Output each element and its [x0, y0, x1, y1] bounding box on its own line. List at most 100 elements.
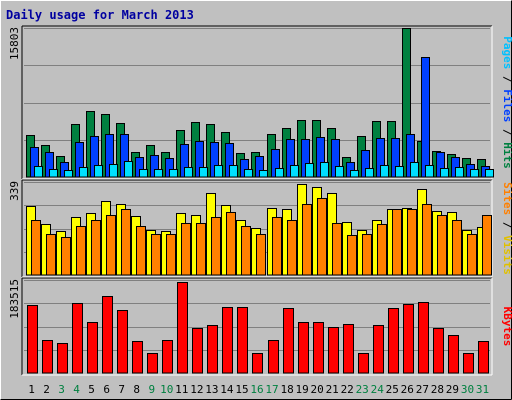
- bar-pages-day-3: [64, 170, 73, 178]
- bar-sites-day-15: [241, 226, 251, 276]
- hits-panel: 15803: [8, 25, 494, 180]
- x-tick-label: 28: [431, 383, 444, 396]
- x-tick-label: 15: [235, 383, 248, 396]
- bar-pages-day-22: [350, 170, 359, 178]
- bar-sites-day-3: [61, 237, 71, 276]
- bar-kbytes-day-26: [403, 304, 414, 374]
- bar-sites-day-10: [166, 234, 176, 276]
- bar-kbytes-day-27: [418, 302, 429, 374]
- bar-sites-day-12: [196, 223, 206, 276]
- bar-kbytes-day-3: [57, 343, 68, 374]
- bar-pages-day-9: [154, 169, 163, 178]
- x-tick-label: 17: [265, 383, 278, 396]
- bar-kbytes-day-20: [313, 322, 324, 374]
- bar-kbytes-day-22: [343, 324, 354, 374]
- right-label-part-2: Visits: [501, 235, 512, 275]
- x-tick-label: 16: [250, 383, 263, 396]
- bar-kbytes-day-18: [283, 308, 294, 374]
- bar-kbytes-day-4: [72, 303, 83, 374]
- x-tick-label: 25: [386, 383, 399, 396]
- bar-pages-day-21: [335, 166, 344, 178]
- x-tick-label: 21: [326, 383, 339, 396]
- x-tick-label: 10: [160, 383, 173, 396]
- bar-files-day-27: [421, 57, 430, 178]
- bar-kbytes-day-19: [298, 322, 309, 374]
- right-label-part-1: /: [501, 69, 512, 89]
- x-axis-labels: 1 2 3 4 5 6 7 8 9 10 11 12 13 14 15 16 17 18 19 20 21 22 23 24 2…: [28, 383, 489, 396]
- bar-pages-day-11: [184, 167, 193, 178]
- x-tick-label: 6: [103, 383, 110, 396]
- x-tick-label: 7: [118, 383, 125, 396]
- y-axis-max-label: 183515: [8, 279, 21, 319]
- x-tick-label: 3: [58, 383, 65, 396]
- bar-kbytes-day-11: [177, 282, 188, 374]
- bar-pages-day-24: [380, 165, 389, 178]
- right-label-visits: Sites / Visits: [501, 182, 512, 275]
- x-tick-label: 24: [371, 383, 385, 396]
- x-tick-label: 1: [28, 383, 35, 396]
- right-label-hits: Pages / Files / Hits: [501, 36, 512, 169]
- bar-pages-day-18: [290, 165, 299, 178]
- right-label-part-2: Files: [501, 89, 512, 122]
- bar-kbytes-day-21: [328, 327, 339, 374]
- bar-sites-day-30: [467, 234, 477, 276]
- x-tick-label: 14: [220, 383, 234, 396]
- right-label-part-0: Sites: [501, 182, 512, 215]
- x-tick-label: 2: [43, 383, 50, 396]
- bar-kbytes-day-24: [373, 325, 384, 374]
- bar-kbytes-day-7: [117, 310, 128, 374]
- bar-sites-day-25: [392, 209, 402, 276]
- bar-pages-day-10: [169, 169, 178, 178]
- bar-pages-day-1: [34, 166, 43, 178]
- bar-sites-day-29: [452, 220, 462, 276]
- bar-sites-day-31: [482, 215, 492, 276]
- x-tick-label: 23: [356, 383, 369, 396]
- x-tick-label: 29: [446, 383, 459, 396]
- bar-sites-day-27: [422, 204, 432, 276]
- bar-kbytes-day-14: [222, 307, 233, 374]
- bar-pages-day-8: [139, 169, 148, 178]
- bar-pages-day-12: [199, 167, 208, 178]
- y-axis-max-label: 15803: [8, 27, 21, 60]
- bar-kbytes-day-28: [433, 328, 444, 374]
- bar-kbytes-day-12: [192, 328, 203, 374]
- bar-pages-day-29: [455, 167, 464, 178]
- bar-sites-day-4: [76, 226, 86, 276]
- bar-sites-day-19: [302, 204, 312, 276]
- x-tick-label: 13: [205, 383, 218, 396]
- bar-pages-day-16: [259, 170, 268, 178]
- bar-kbytes-day-1: [27, 305, 38, 374]
- kbytes-panel: 183515: [8, 277, 493, 376]
- right-label-part-4: Hits: [501, 142, 512, 169]
- x-tick-label: 31: [476, 383, 489, 396]
- bar-kbytes-day-30: [463, 353, 474, 374]
- bar-pages-day-6: [109, 164, 118, 178]
- bar-pages-day-27: [425, 165, 434, 178]
- bar-kbytes-day-29: [448, 335, 459, 374]
- bar-pages-day-28: [440, 168, 449, 178]
- bar-sites-day-13: [211, 217, 221, 276]
- bar-kbytes-day-23: [358, 353, 369, 374]
- x-tick-label: 19: [295, 383, 308, 396]
- right-label-part-0: KBytes: [501, 307, 512, 347]
- bar-kbytes-day-10: [162, 340, 173, 374]
- bar-kbytes-day-6: [102, 296, 113, 374]
- bar-sites-day-24: [377, 224, 387, 276]
- bar-pages-day-4: [79, 167, 88, 178]
- right-axis-labels: Pages / Files / Hits Sites / Visits KBytes: [501, 36, 512, 346]
- bar-pages-day-25: [395, 166, 404, 178]
- bar-sites-day-14: [226, 212, 236, 276]
- bar-pages-day-14: [229, 165, 238, 178]
- x-tick-label: 26: [401, 383, 414, 396]
- bar-sites-day-11: [181, 223, 191, 276]
- bar-sites-day-5: [91, 220, 101, 276]
- x-tick-label: 20: [310, 383, 323, 396]
- bar-sites-day-6: [106, 215, 116, 276]
- bar-sites-day-7: [121, 209, 131, 276]
- right-label-part-1: /: [501, 215, 512, 235]
- bar-pages-day-31: [485, 169, 494, 178]
- x-tick-label: 5: [88, 383, 95, 396]
- x-tick-label: 18: [280, 383, 293, 396]
- x-tick-label: 30: [461, 383, 474, 396]
